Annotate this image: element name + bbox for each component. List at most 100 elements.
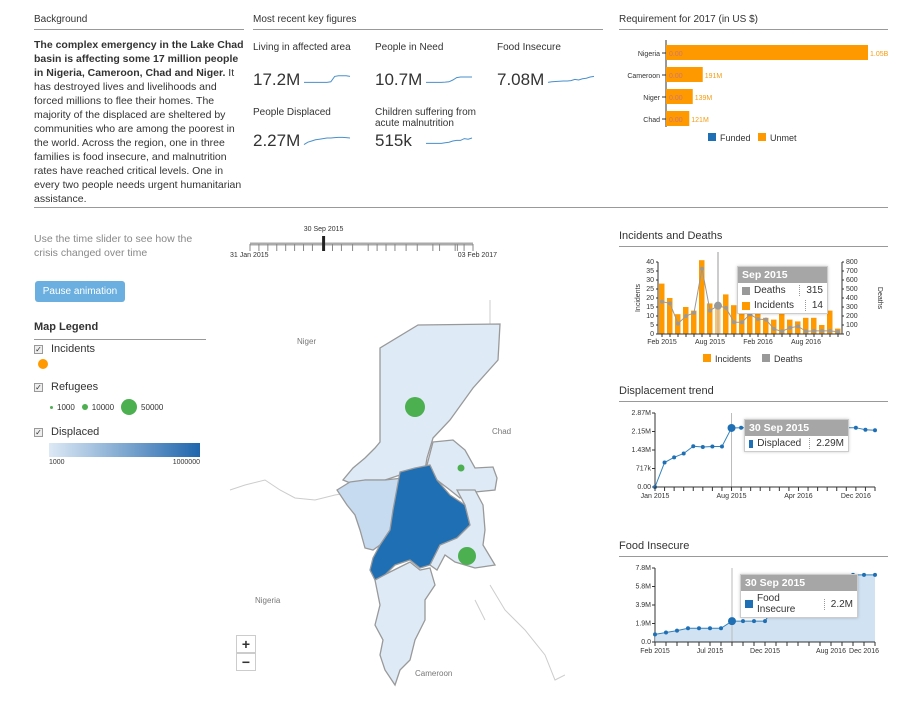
incident-bar [763, 317, 769, 334]
y2-tick-label: 800 [846, 259, 858, 266]
background-body-text: It has destroyed lives and livelihoods a… [34, 67, 242, 205]
refugee-marker[interactable] [457, 464, 465, 472]
map-legend-header: Map Legend [34, 317, 206, 340]
sparkline-line [547, 75, 595, 83]
sparkline [426, 137, 473, 144]
food-section: Food Insecure [619, 540, 888, 557]
incident-bar [667, 298, 673, 334]
tooltip-row-deaths: Deaths 315 [738, 283, 827, 298]
y2-axis-label: Deaths [876, 287, 883, 310]
region-adamawa[interactable] [374, 561, 436, 687]
x-tick-label: Feb 2015 [647, 339, 677, 346]
incident-bar [827, 310, 833, 334]
displaced-swatch-icon [749, 439, 754, 448]
region-far-north-cameroon[interactable] [429, 489, 497, 571]
funded-legend-icon [708, 133, 716, 141]
tooltip-title: 30 Sep 2015 [745, 420, 848, 436]
data-point [763, 619, 767, 624]
displaced-label: Displaced [51, 426, 100, 438]
x-tick-label: Apr 2016 [784, 493, 813, 500]
displaced-checkbox[interactable]: ✓ [34, 427, 43, 437]
funded-label: 0.00 [669, 73, 683, 80]
key-figure-value: 10.7M [375, 70, 423, 89]
y2-tick-label: 0 [846, 331, 850, 338]
refugee-marker[interactable] [458, 547, 476, 565]
refugee-marker[interactable] [405, 397, 425, 417]
zoom-in-button[interactable]: + [236, 635, 256, 653]
y-axis-label: Incidents [635, 283, 642, 312]
region-borno[interactable] [369, 464, 471, 581]
refugees-checkbox[interactable]: ✓ [34, 382, 43, 392]
map[interactable]: Niger Chad Nigeria Cameroon [225, 300, 565, 690]
y2-tick-label: 400 [846, 295, 858, 302]
tooltip-row-displaced: Displaced 2.29M [745, 436, 848, 451]
country-label: Niger [643, 95, 660, 102]
displaced-scale-min: 1000 [49, 459, 65, 466]
key-figure-label: Children suffering from acute malnutriti… [375, 107, 476, 129]
map-label-chad: Chad [492, 427, 511, 436]
x-tick-label: Jul 2015 [697, 648, 724, 655]
sparkline-line [304, 75, 351, 83]
data-point [708, 626, 712, 631]
section-divider [34, 207, 888, 208]
sparkline [426, 76, 472, 83]
deaths-point [668, 301, 672, 306]
incident-marker-icon [38, 359, 48, 369]
data-point [853, 425, 858, 430]
deaths-point [676, 321, 680, 326]
map-label-niger: Niger [297, 337, 316, 346]
refugee-large-icon [121, 399, 138, 415]
displaced-scale-max: 1000000 [172, 459, 200, 466]
sparkline-line [303, 136, 351, 146]
data-point [873, 428, 877, 433]
map-label-nigeria: Nigeria [255, 596, 281, 605]
deaths-swatch-icon [742, 286, 750, 295]
background-section: Background The complex emergency in the … [34, 14, 244, 206]
y-tick-label: 0.0 [641, 639, 651, 646]
funded-legend-label: Funded [720, 133, 751, 143]
zoom-out-button[interactable]: − [236, 653, 256, 671]
background-title: Background [34, 14, 244, 30]
incidents-checkbox[interactable]: ✓ [34, 344, 43, 354]
unmet-bar [666, 45, 868, 60]
deaths-point [796, 324, 800, 329]
sparkline [304, 75, 351, 83]
data-point [662, 460, 667, 465]
refugee-small-icon [50, 405, 53, 409]
incidents-chart-title: Incidents and Deaths [619, 230, 888, 247]
deaths-point [740, 320, 744, 325]
incident-bar [803, 317, 809, 334]
key-figure-label: Living in affected area [253, 42, 351, 53]
data-point [691, 444, 696, 449]
tooltip-label: Food Insecure [757, 593, 796, 615]
y-tick-label: 20 [646, 295, 654, 302]
incident-bar [755, 310, 761, 334]
y-tick-label: 0.00 [637, 484, 651, 491]
deaths-point [660, 299, 664, 304]
map-label-cameroon: Cameroon [415, 669, 452, 678]
sparkline-line [426, 76, 472, 83]
x-tick-label: Dec 2015 [750, 648, 780, 655]
incident-bar [811, 317, 817, 334]
y2-tick-label: 100 [846, 322, 858, 329]
incident-bar [771, 319, 777, 334]
pause-animation-button[interactable]: Pause animation [35, 281, 125, 302]
y2-tick-label: 700 [846, 268, 858, 275]
border-line [474, 599, 486, 621]
y2-tick-label: 300 [846, 304, 858, 311]
x-tick-label: Feb 2015 [640, 648, 670, 655]
refugee-size-3: 50000 [141, 402, 164, 412]
deaths-point [812, 328, 816, 333]
unmet-label: 1.05B [870, 51, 889, 58]
unmet-legend-icon [758, 133, 766, 141]
tooltip-title: 30 Sep 2015 [741, 575, 857, 591]
incident-bar [659, 283, 665, 334]
deaths-legend-label: Deaths [774, 354, 803, 364]
time-slider[interactable]: 30 Sep 2015 31 Jan 2015 03 Feb 2017 [225, 218, 500, 263]
key-figure-label: People Displaced [253, 107, 331, 118]
data-point [728, 617, 736, 626]
background-bold-text: The complex emergency in the Lake Chad b… [34, 39, 244, 79]
y-tick-label: 5 [650, 322, 654, 329]
requirement-chart: Nigeria 0.00 1.05B Cameroon 0.00 191M Niger 0.0… [627, 40, 889, 143]
unmet-bar [666, 111, 690, 126]
